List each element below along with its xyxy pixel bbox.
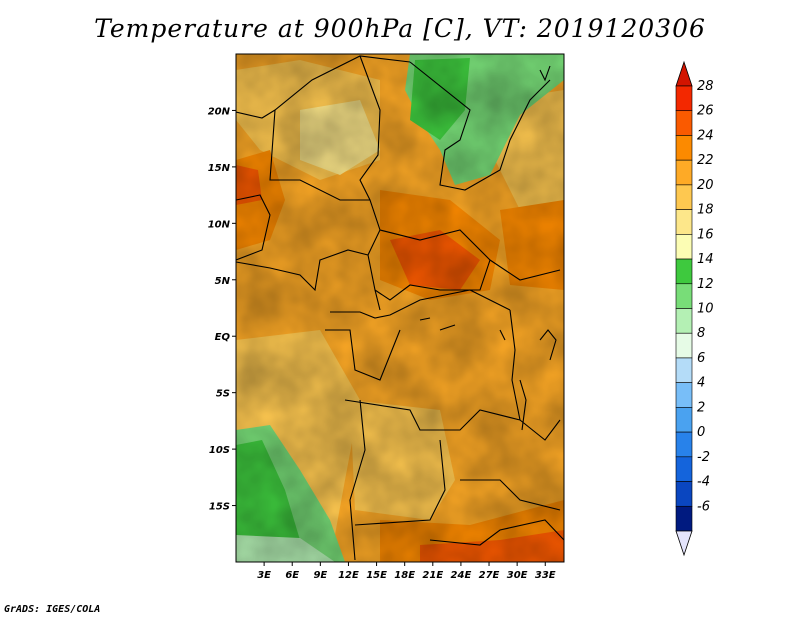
longitude-axis: 3E 6E 9E 12E 15E 18E 21E 24E 27E 30E 33E [257, 562, 556, 581]
lat-tick-label: 5N [215, 276, 231, 287]
colorbar-label: 26 [697, 104, 714, 119]
colorbar-swatch [675, 159, 693, 186]
lat-tick-label: 20N [208, 106, 231, 117]
lat-tick-label: 10S [209, 445, 230, 456]
colorbar-swatch [675, 505, 693, 532]
colorbar-label: -4 [697, 475, 710, 490]
lon-tick-label: 27E [479, 570, 500, 581]
lon-tick-label: 6E [285, 570, 299, 581]
field-texture [236, 54, 564, 562]
map-frame [235, 53, 565, 563]
colorbar-swatch [675, 283, 693, 309]
colorbar-swatch [675, 258, 693, 285]
lat-tick-label: 15S [209, 502, 230, 513]
colorbar-swatch [675, 234, 693, 260]
colorbar-label: -6 [697, 499, 710, 514]
colorbar-swatch [675, 332, 693, 359]
colorbar-label: 2 [697, 400, 705, 415]
colorbar-swatch [675, 85, 693, 112]
lon-tick-label: 30E [507, 570, 528, 581]
colorbar-swatch [675, 357, 693, 383]
lat-tick-label: 5S [216, 389, 230, 400]
lon-tick-label: 12E [338, 570, 359, 581]
colorbar-swatch [675, 308, 693, 334]
colorbar-bottom-arrow [675, 530, 693, 557]
colorbar-label: 16 [697, 227, 714, 242]
colorbar-label: 8 [697, 326, 705, 341]
colorbar-swatch [675, 481, 693, 507]
lon-tick-label: 3E [257, 570, 271, 581]
colorbar-label: 12 [697, 277, 714, 292]
colorbar-label: 14 [697, 252, 714, 267]
colorbar-label: 10 [697, 302, 714, 317]
colorbar-top-arrow [675, 60, 693, 87]
map-title: Temperature at 900hPa [C], VT: 201912030… [94, 14, 706, 43]
country-boundaries [236, 55, 564, 561]
lon-tick-label: 24E [451, 570, 472, 581]
colorbar-swatch [675, 382, 693, 408]
colorbar-swatch [675, 184, 693, 210]
colorbar-label: 24 [697, 128, 714, 143]
lat-tick-label: 10N [208, 219, 231, 230]
colorbar-label: 22 [697, 153, 714, 168]
colorbar-label: 20 [697, 178, 714, 193]
colorbar-swatch [675, 110, 693, 136]
colorbar-swatch [675, 209, 693, 235]
grads-credit: GrADS: IGES/COLA [4, 604, 101, 615]
lon-tick-label: 33E [535, 570, 556, 581]
colorbar-label: 6 [697, 351, 705, 366]
lat-tick-label: EQ [215, 332, 231, 343]
colorbar-label: 18 [697, 203, 714, 218]
colorbar-label: 0 [697, 425, 705, 440]
colorbar-label: 28 [697, 79, 714, 94]
colorbar-swatch [675, 456, 693, 482]
lon-tick-label: 15E [366, 570, 387, 581]
latitude-axis: 20N 15N 10N 5N EQ 5S 10S 15S [208, 106, 236, 513]
colorbar-swatch [675, 431, 693, 458]
lat-tick-label: 15N [208, 163, 231, 174]
colorbar-label: -2 [697, 450, 710, 465]
colorbar-swatch [675, 407, 693, 433]
lon-tick-label: 21E [422, 570, 443, 581]
lon-tick-label: 9E [313, 570, 327, 581]
temperature-field [236, 54, 564, 562]
colorbar-swatch [675, 135, 693, 161]
colorbar-label: 4 [697, 376, 705, 391]
lon-tick-label: 18E [394, 570, 415, 581]
